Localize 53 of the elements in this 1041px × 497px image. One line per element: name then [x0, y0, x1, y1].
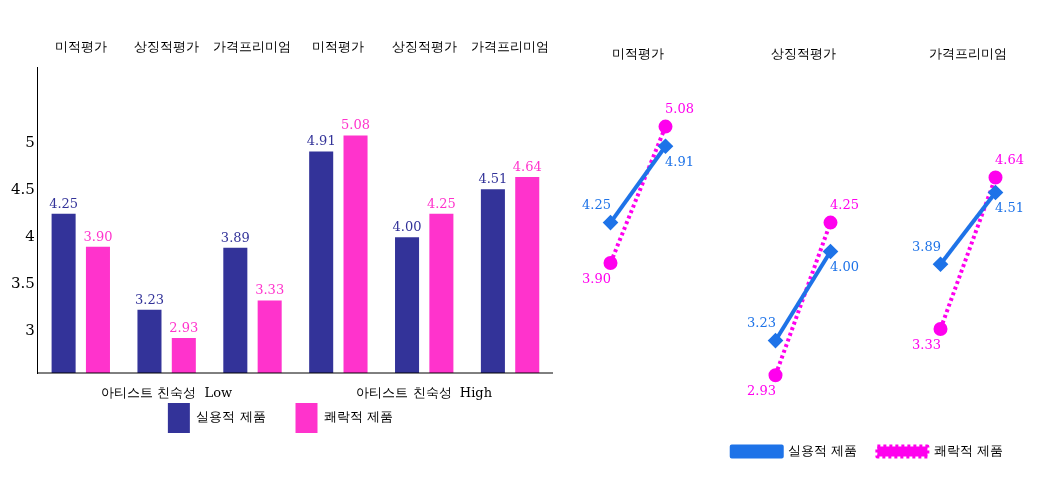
data-label: 3.89: [220, 229, 250, 245]
data-label: 4.25: [582, 197, 611, 213]
data-label: 4.64: [995, 152, 1024, 168]
data-label: 4.25: [830, 197, 859, 213]
point: [933, 322, 948, 336]
point: [933, 257, 948, 272]
text: 아티스트 친숙성 Low: [101, 384, 233, 400]
x-tick-label: 미적평가: [54, 39, 107, 55]
data-label: 3.33: [912, 336, 941, 352]
x-tick-label: 상징적평가: [134, 39, 200, 55]
x-tick-label: 가격프리미엄: [471, 39, 550, 55]
point: [823, 244, 838, 259]
data-label: 3.90: [582, 270, 611, 286]
data-label: 4.00: [830, 259, 859, 275]
point: [603, 256, 618, 271]
data-label: 4.51: [478, 171, 508, 187]
data-label: 2.93: [169, 320, 199, 335]
y-tick-label: 3.5: [11, 274, 35, 293]
x-tick-label: 가격프리미엄: [213, 39, 292, 55]
legend-label: 쾌락적 제품: [933, 442, 1004, 458]
data-label: 3.33: [255, 282, 285, 298]
data-label: 4.00: [392, 219, 422, 235]
x-tick-label: 미적평가: [312, 39, 365, 55]
data-label: 4.64: [512, 158, 542, 174]
data-label: 3.90: [83, 228, 113, 244]
legend-label: 실용적 제품: [196, 409, 266, 425]
data-label: 4.51: [995, 200, 1024, 216]
data-label: 5.08: [665, 101, 694, 117]
data-label: 4.25: [49, 195, 79, 211]
legend-label: 실용적 제품: [788, 442, 858, 458]
data-label: 2.93: [747, 383, 776, 399]
point: [658, 139, 673, 154]
point: [988, 185, 1003, 200]
x-tick-label: 상징적평가: [391, 39, 457, 55]
data-label: 3.89: [912, 239, 941, 255]
point: [768, 333, 783, 348]
y-tick-label: 4: [25, 227, 35, 246]
point: [658, 119, 673, 134]
point: [768, 368, 783, 383]
y-tick-label: 5: [25, 132, 35, 151]
text: 아티스트 친숙성 High: [356, 384, 493, 400]
y-tick-label: 4.5: [11, 180, 35, 199]
data-label: 4.91: [306, 133, 336, 149]
point: [823, 215, 838, 230]
legend-label: 쾌락적 제품: [324, 409, 394, 425]
y-tick-label: 3: [25, 321, 35, 340]
data-label: 3.23: [134, 291, 164, 307]
data-label: 4.91: [665, 154, 694, 170]
data-label: 3.23: [747, 315, 776, 331]
point: [988, 170, 1003, 185]
data-label: 5.08: [341, 117, 370, 133]
data-label: 4.25: [426, 195, 456, 211]
point: [603, 215, 618, 230]
